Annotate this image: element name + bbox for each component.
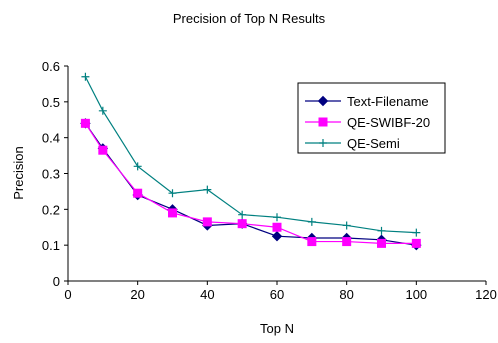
data-point [98, 106, 107, 115]
data-point [238, 210, 247, 219]
legend-label: QE-SWIBF-20 [347, 115, 430, 130]
x-tick-label: 0 [64, 287, 71, 302]
data-point [307, 217, 316, 226]
x-tick-label: 60 [270, 287, 284, 302]
data-point [307, 237, 317, 247]
x-tick-label: 20 [130, 287, 144, 302]
y-tick-label: 0.2 [42, 202, 60, 217]
y-tick-label: 0.4 [42, 131, 60, 146]
data-point [133, 162, 142, 171]
data-point [202, 217, 212, 227]
data-point [377, 226, 386, 235]
data-point [342, 221, 351, 230]
y-tick-label: 0.1 [42, 238, 60, 253]
data-point [81, 72, 90, 81]
x-axis-label: Top N [260, 321, 294, 336]
legend-swatch-marker [317, 95, 329, 107]
series-qe-swibf-20 [80, 118, 421, 248]
x-tick-label: 80 [339, 287, 353, 302]
data-point [168, 189, 177, 198]
y-axis-label: Precision [11, 146, 26, 199]
chart-title: Precision of Top N Results [173, 11, 326, 26]
legend-label: QE-Semi [347, 136, 400, 151]
data-point [342, 237, 352, 247]
y-ticks: 0 0.1 0.2 0.3 0.4 0.5 0.6 [42, 59, 68, 289]
legend-swatch-marker [319, 139, 327, 147]
data-point [80, 118, 90, 128]
data-point [377, 238, 386, 248]
x-tick-label: 40 [200, 287, 214, 302]
data-point [273, 213, 281, 222]
legend-item: QE-SWIBF-20 [305, 115, 430, 130]
x-ticks: 0 20 40 60 80 100 120 [64, 281, 497, 302]
x-tick-label: 100 [405, 287, 427, 302]
x-tick-label: 120 [475, 287, 497, 302]
data-point [98, 145, 108, 155]
series-layer [80, 72, 422, 251]
legend-label: Text-Filename [347, 94, 429, 109]
y-tick-label: 0.5 [42, 95, 60, 110]
legend-item: QE-Semi [305, 136, 400, 151]
data-point [237, 219, 247, 229]
legend: Text-Filename QE-SWIBF-20 QE-Semi [297, 82, 446, 154]
y-tick-label: 0.6 [42, 59, 60, 74]
y-tick-label: 0.3 [42, 167, 60, 182]
series-qe-semi [81, 72, 421, 237]
data-point [411, 238, 421, 248]
data-point [272, 222, 282, 232]
data-point [412, 228, 421, 237]
legend-swatch-marker [318, 117, 328, 127]
data-point [133, 188, 143, 198]
data-point [203, 185, 212, 194]
data-point [168, 208, 177, 218]
legend-item: Text-Filename [305, 94, 429, 109]
data-point [271, 231, 283, 242]
y-tick-label: 0 [53, 274, 60, 289]
